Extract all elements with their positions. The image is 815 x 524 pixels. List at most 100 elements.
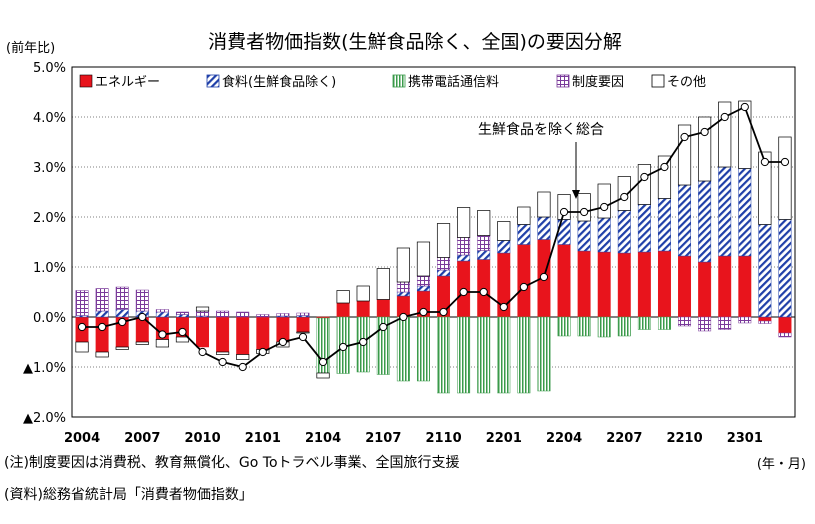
bar-segment-food: [457, 254, 471, 262]
bar-segment-other: [517, 206, 531, 225]
x-tick-label: 2204: [546, 431, 582, 446]
bar-segment-energy: [557, 244, 571, 318]
bar-segment-other: [155, 339, 169, 348]
bar-segment-institutional: [216, 310, 230, 318]
bar-segment-other: [175, 336, 190, 343]
bar-segment-other: [316, 372, 330, 379]
bar-segment-food: [637, 204, 651, 253]
legend-label-mobile: 携帯電話通信料: [408, 74, 499, 90]
total-line-point: [499, 302, 508, 312]
bar-segment-food: [175, 314, 189, 318]
bar-segment-institutional: [256, 314, 270, 318]
bar-segment-other: [778, 136, 792, 220]
total-line-point: [580, 207, 589, 217]
bar-segment-other: [718, 101, 732, 168]
total-line-point: [559, 207, 569, 217]
bar-segment-institutional: [758, 320, 772, 324]
y-tick-label: 4.0%: [33, 111, 66, 126]
total-line-point: [118, 317, 127, 327]
bar-segment-institutional: [416, 275, 430, 287]
bar-segment-energy: [718, 255, 732, 318]
y-axis-label: (前年比): [6, 40, 55, 56]
bar-segment-institutional: [196, 310, 210, 317]
total-line-path: [82, 105, 785, 368]
bar-segment-institutional: [175, 311, 189, 315]
bar-segment-mobile: [537, 316, 551, 392]
x-tick-label: 2101: [245, 431, 281, 446]
total-line-point: [178, 327, 187, 337]
bar-segment-food: [577, 220, 591, 252]
bar-segment-institutional: [437, 257, 451, 271]
legend: エネルギー 食料(生鮮食品除く) 携帯電話通信料 制度要因 その他: [79, 74, 706, 90]
total-line-point: [439, 307, 448, 317]
bar-segment-food: [678, 184, 692, 257]
bar-segment-institutional: [718, 316, 732, 330]
bar-segment-mobile: [597, 316, 611, 338]
bar-segment-food: [437, 269, 451, 277]
total-line-point: [760, 157, 769, 167]
bar-segment-other: [738, 100, 752, 169]
y-tick-label: 2.0%: [33, 211, 66, 226]
x-tick-label: 2207: [606, 431, 642, 446]
bar-segment-institutional: [678, 316, 692, 327]
bar-segment-institutional: [296, 312, 310, 316]
total-line-point: [399, 312, 408, 322]
legend-label-food: 食料(生鮮食品除く): [222, 74, 336, 90]
bar-segment-mobile: [457, 316, 471, 394]
bar-segment-mobile: [416, 316, 430, 382]
bar-segment-other: [537, 191, 551, 218]
bar-segment-mobile: [637, 316, 651, 330]
bar-segment-institutional: [738, 316, 752, 324]
y-tick-label: 1.0%: [33, 261, 66, 276]
bar-segment-other: [436, 223, 451, 258]
bar-segment-energy: [637, 251, 651, 318]
total-line-point: [780, 157, 790, 167]
bar-segment-energy: [376, 299, 390, 318]
bar-segment-energy: [236, 316, 250, 355]
bar-segment-other: [416, 241, 431, 277]
bar-segment-other: [376, 268, 390, 300]
bar-segment-mobile: [376, 316, 390, 375]
bar-segment-other: [577, 193, 591, 222]
total-line-point: [700, 127, 709, 137]
x-tick-label: 2210: [666, 431, 702, 446]
bar-segment-energy: [778, 316, 792, 334]
total-line-point: [640, 172, 649, 182]
bar-segment-energy: [216, 316, 230, 353]
total-line-point: [218, 357, 227, 367]
bar-segment-energy: [758, 316, 772, 322]
total-line-point: [740, 102, 749, 112]
x-tick-labels: 2004 2007 2010 2101 2104 2107 2110 2201 2204 2207…: [64, 431, 763, 446]
bar-segment-other: [457, 207, 471, 238]
total-line-point: [379, 322, 388, 332]
y-tick-label: 5.0%: [33, 61, 66, 76]
bar-segment-food: [517, 224, 531, 245]
bar-segment-energy: [356, 300, 370, 318]
bar-segment-energy: [657, 250, 671, 318]
total-line-point: [238, 362, 247, 372]
source-text: (資料)総務省統計局「消費者物価指数」: [4, 487, 253, 503]
bar-segment-food: [396, 291, 410, 297]
plot-frame: [71, 66, 796, 418]
bar-segment-mobile: [577, 316, 591, 337]
bar-segment-food: [537, 216, 551, 240]
bar-segment-energy: [196, 316, 210, 348]
bar-segment-energy: [577, 250, 591, 318]
y-tick-label: 3.0%: [33, 161, 66, 176]
bar-segment-mobile: [396, 316, 410, 382]
total-line-point: [359, 337, 368, 347]
x-tick-label: 2201: [486, 431, 522, 446]
bar-segment-other: [758, 151, 772, 225]
bar-segment-mobile: [617, 316, 631, 337]
bar-segment-energy: [336, 302, 350, 318]
bar-segment-other: [637, 164, 651, 205]
bar-segment-food: [758, 224, 772, 318]
bar-segment-mobile: [477, 316, 491, 394]
bar-segment-institutional: [276, 313, 290, 317]
bar-segment-mobile: [657, 316, 671, 330]
bar-segment-other: [336, 290, 350, 304]
bar-segment-food: [718, 166, 732, 257]
bar-segment-institutional: [698, 316, 712, 332]
y-tick-label: ▲1.0%: [23, 361, 66, 376]
legend-label-institutional: 制度要因: [572, 74, 624, 90]
